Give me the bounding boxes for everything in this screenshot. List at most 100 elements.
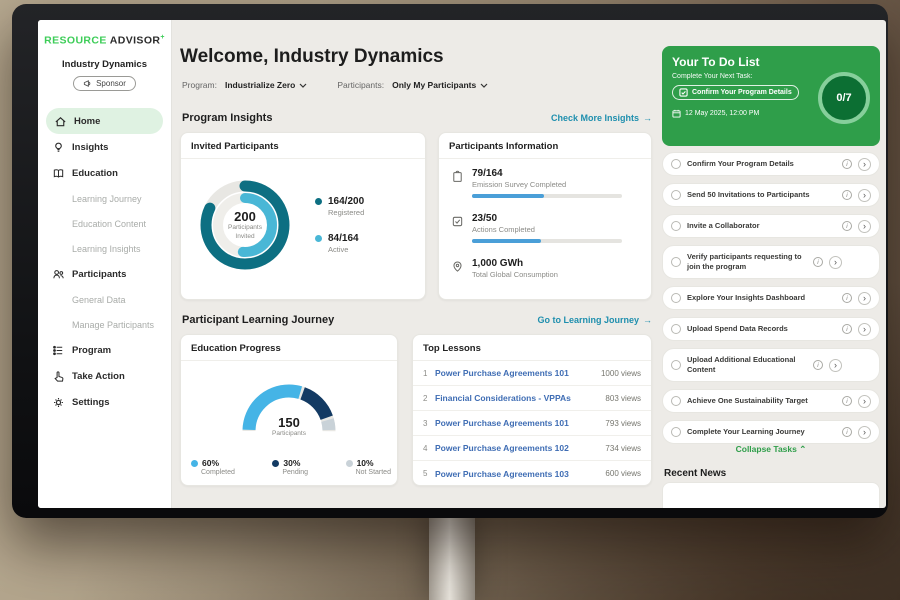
task-checkbox[interactable]: [671, 257, 681, 267]
logo-advisor: ADVISOR: [109, 34, 161, 47]
lesson-link[interactable]: Power Purchase Agreements 101: [435, 418, 569, 428]
sidebar-item-education-content[interactable]: Education Content: [38, 211, 171, 236]
task-label: Upload Spend Data Records: [687, 323, 788, 333]
sidebar-item-learning-insights[interactable]: Learning Insights: [38, 236, 171, 261]
task-checkbox[interactable]: [671, 221, 681, 231]
progress-fill: [472, 239, 541, 243]
legend-item-active: 84/164 Active: [315, 233, 364, 254]
info-icon[interactable]: i: [813, 257, 823, 267]
sidebar-item-general-data[interactable]: General Data: [38, 287, 171, 312]
task-checkbox[interactable]: [671, 360, 681, 370]
task-checkbox[interactable]: [671, 293, 681, 303]
legend-label: Completed: [201, 469, 235, 476]
task-row-upload-educational-content[interactable]: Upload Additional Educational Content i …: [662, 348, 880, 382]
lesson-link[interactable]: Power Purchase Agreements 103: [435, 468, 569, 479]
nav-label: Education Content: [72, 218, 147, 229]
info-label: Emission Survey Completed: [472, 180, 567, 189]
info-icon[interactable]: i: [842, 324, 852, 334]
program-filter-label: Program:: [182, 80, 217, 90]
sidebar-item-home[interactable]: Home: [46, 108, 163, 134]
check-more-insights-link[interactable]: Check More Insights →: [551, 113, 652, 123]
info-icon[interactable]: i: [842, 427, 852, 437]
go-to-learning-journey-link[interactable]: Go to Learning Journey →: [537, 315, 652, 325]
people-icon: [52, 268, 65, 281]
sidebar-item-insights[interactable]: Insights: [38, 134, 171, 160]
chevron-down-icon: [299, 83, 307, 88]
donut-center-value: 200: [234, 209, 256, 225]
chevron-up-icon: ⌃: [799, 444, 807, 454]
todo-progress-value: 0/7: [836, 92, 852, 104]
lesson-link[interactable]: Power Purchase Agreements 101: [435, 368, 569, 378]
task-row-achieve-target[interactable]: Achieve One Sustainability Target i ›: [662, 389, 880, 413]
todo-panel: Your To Do List Complete Your Next Task:…: [662, 20, 880, 508]
check-square-icon: [451, 215, 464, 228]
lesson-views: 600 views: [605, 469, 641, 478]
chevron-right-icon[interactable]: ›: [858, 291, 871, 305]
lesson-rank: 2: [423, 393, 428, 403]
chevron-right-icon[interactable]: ›: [858, 188, 871, 202]
task-row-confirm-program[interactable]: Confirm Your Program Details i ›: [662, 152, 880, 176]
program-select[interactable]: Industrialize Zero: [225, 80, 307, 90]
sponsor-badge[interactable]: Sponsor: [73, 75, 136, 91]
sidebar-item-program[interactable]: Program: [38, 337, 171, 363]
chevron-right-icon[interactable]: ›: [858, 394, 871, 408]
recent-news-title: Recent News: [664, 468, 727, 479]
task-row-verify-participants[interactable]: Verify participants requesting to join t…: [662, 245, 880, 279]
info-row-actions: 23/50 Actions Completed: [439, 204, 651, 249]
chevron-right-icon[interactable]: ›: [858, 157, 871, 171]
collapse-tasks-button[interactable]: Collapse Tasks ⌃: [662, 444, 880, 455]
task-row-invite-collaborator[interactable]: Invite a Collaborator i ›: [662, 214, 880, 238]
sidebar-item-manage-participants[interactable]: Manage Participants: [38, 312, 171, 337]
recent-news-card[interactable]: [662, 482, 880, 508]
task-checkbox[interactable]: [671, 396, 681, 406]
todo-next-task-label: Confirm Your Program Details: [692, 89, 792, 96]
task-label: Verify participants requesting to join t…: [687, 251, 802, 271]
sidebar-item-take-action[interactable]: Take Action: [38, 363, 171, 389]
card-title: Top Lessons: [413, 335, 651, 361]
info-icon[interactable]: i: [813, 360, 823, 370]
todo-due-label: 12 May 2025, 12:00 PM: [685, 110, 760, 117]
lesson-row: 3 Power Purchase Agreements 101 793 view…: [413, 411, 651, 436]
info-row-consumption: 1,000 GWh Total Global Consumption: [439, 249, 651, 285]
sidebar-item-settings[interactable]: Settings: [38, 389, 171, 415]
participants-select[interactable]: Only My Participants: [392, 80, 488, 90]
sidebar-item-learning-journey[interactable]: Learning Journey: [38, 186, 171, 211]
task-row-send-invitations[interactable]: Send 50 Invitations to Participants i ›: [662, 183, 880, 207]
task-row-upload-spend-data[interactable]: Upload Spend Data Records i ›: [662, 317, 880, 341]
lesson-link[interactable]: Financial Considerations - VPPAs: [435, 393, 571, 403]
sidebar-nav: Home Insights Education Learning Journey…: [38, 108, 171, 415]
card-title: Education Progress: [181, 335, 397, 361]
nav-label: General Data: [72, 294, 126, 305]
task-row-complete-learning-journey[interactable]: Complete Your Learning Journey i ›: [662, 420, 880, 444]
info-icon[interactable]: i: [842, 396, 852, 406]
task-checkbox[interactable]: [671, 324, 681, 334]
task-checkbox[interactable]: [671, 159, 681, 169]
sidebar-item-education[interactable]: Education: [38, 160, 171, 186]
task-label: Achieve One Sustainability Target: [687, 395, 808, 405]
chevron-right-icon[interactable]: ›: [858, 219, 871, 233]
task-row-explore-insights[interactable]: Explore Your Insights Dashboard i ›: [662, 286, 880, 310]
lesson-row: 2 Financial Considerations - VPPAs 803 v…: [413, 386, 651, 411]
chevron-right-icon[interactable]: ›: [858, 322, 871, 336]
nav-label: Education: [72, 167, 118, 179]
task-checkbox[interactable]: [671, 190, 681, 200]
info-icon[interactable]: i: [842, 221, 852, 231]
info-icon[interactable]: i: [842, 190, 852, 200]
chevron-right-icon[interactable]: ›: [829, 358, 842, 372]
lesson-link[interactable]: Power Purchase Agreements 102: [435, 443, 569, 453]
sidebar-item-participants[interactable]: Participants: [38, 261, 171, 287]
chevron-right-icon[interactable]: ›: [829, 255, 842, 269]
sponsor-label: Sponsor: [96, 78, 126, 88]
info-icon[interactable]: i: [842, 293, 852, 303]
lesson-rank: 3: [423, 418, 428, 428]
todo-next-task[interactable]: Confirm Your Program Details: [672, 85, 799, 100]
legend-dot: [345, 459, 353, 467]
megaphone-icon: [83, 79, 92, 88]
chevron-right-icon[interactable]: ›: [858, 425, 871, 439]
info-icon[interactable]: i: [842, 159, 852, 169]
nav-label: Settings: [72, 396, 110, 408]
legend-label: Registered: [328, 208, 365, 217]
legend-dot: [315, 198, 322, 205]
task-list: Confirm Your Program Details i › Send 50…: [662, 152, 880, 444]
task-checkbox[interactable]: [671, 427, 681, 437]
